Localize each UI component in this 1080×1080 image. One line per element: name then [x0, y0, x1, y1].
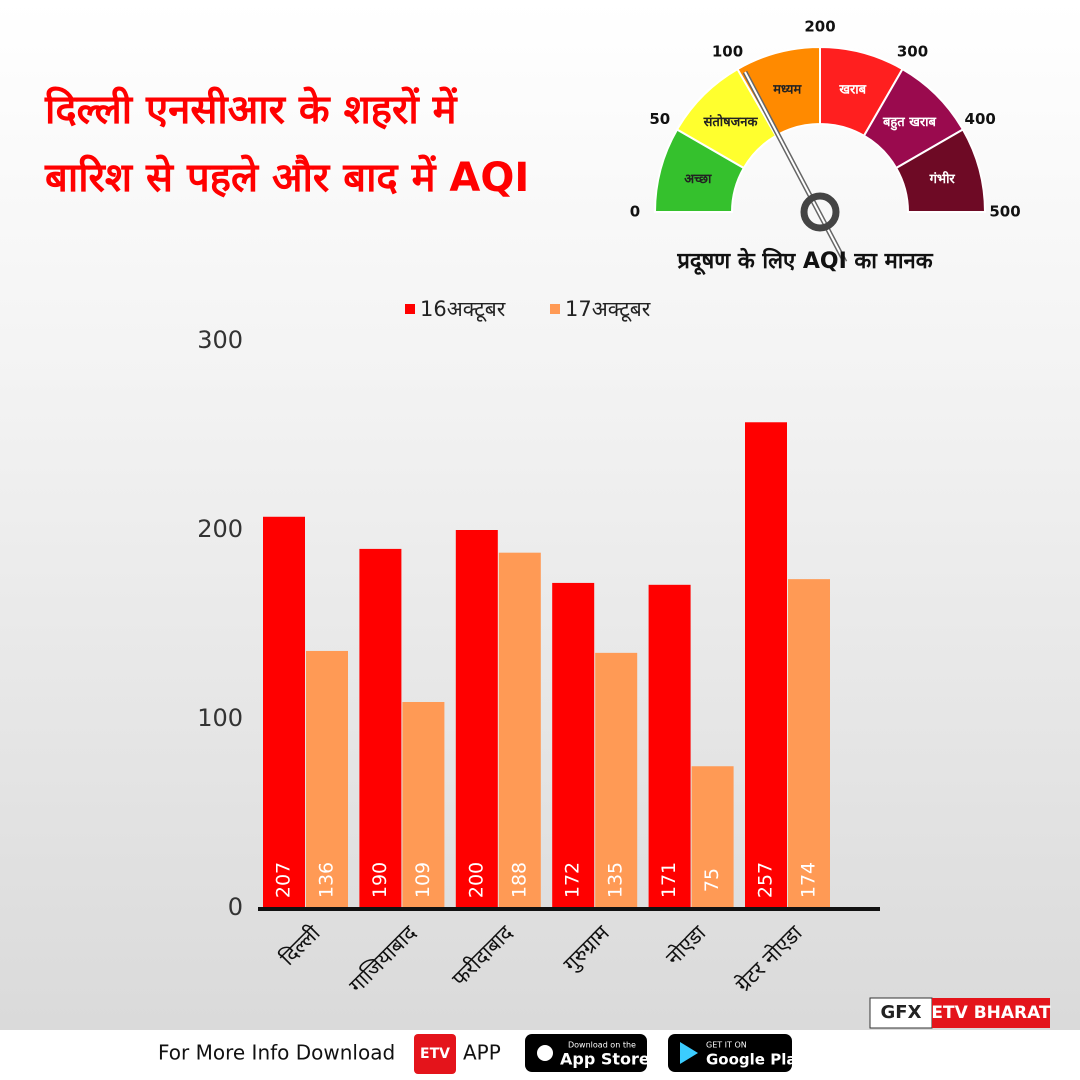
footer-text: For More Info Download	[158, 1041, 395, 1065]
value-label: 207	[273, 862, 295, 898]
legend-label: 16अक्टूबर	[420, 297, 506, 322]
store-text: Download on the	[568, 1041, 636, 1050]
bar	[552, 582, 595, 908]
legend-swatch	[550, 304, 560, 314]
gauge-segment-label: मध्यम	[772, 82, 802, 97]
value-label: 135	[605, 862, 627, 898]
y-tick-label: 100	[197, 704, 243, 732]
gauge-tick-label: 200	[804, 18, 835, 36]
store-text: GET IT ON	[706, 1041, 747, 1050]
value-label: 257	[755, 862, 777, 898]
store-text: App Store	[560, 1050, 650, 1069]
y-tick-label: 300	[197, 326, 243, 354]
value-label: 188	[508, 862, 530, 898]
value-label: 171	[658, 862, 680, 898]
bar	[498, 552, 541, 908]
gauge-knob	[800, 192, 840, 232]
bar	[455, 530, 498, 908]
gauge-caption: प्रदूषण के लिए AQI का मानक	[676, 247, 933, 276]
value-label: 172	[562, 862, 584, 898]
play-icon	[680, 1042, 698, 1064]
gauge-tick-label: 100	[712, 42, 743, 60]
footer-text: APP	[463, 1041, 501, 1065]
bar	[788, 579, 830, 908]
gauge-tick-label: 500	[989, 203, 1020, 221]
store-text: Google Play	[706, 1051, 806, 1069]
bar	[745, 422, 787, 908]
app-store-button[interactable]	[525, 1034, 647, 1072]
apple-icon	[537, 1045, 553, 1061]
y-tick-label: 0	[228, 893, 243, 921]
gauge-segment-label: गंभीर	[929, 171, 956, 187]
title-line: बारिश से पहले और बाद में AQI	[44, 154, 529, 201]
gauge-tick-label: 300	[897, 42, 928, 60]
gauge: अच्छा संतोषजनक मध्यम खराब बहुत खराब गंभीर 0 50 1…	[630, 18, 1021, 264]
google-play-button[interactable]	[668, 1034, 792, 1072]
bar	[263, 516, 305, 908]
value-label: 75	[701, 868, 723, 892]
value-label: 174	[798, 862, 820, 898]
gauge-segment-label: बहुत खराब	[882, 115, 937, 131]
gauge-segment-label: संतोषजनक	[703, 114, 759, 130]
bar	[306, 650, 348, 908]
gauge-segment-label: अच्छा	[684, 172, 712, 187]
etv-logo[interactable]	[414, 1034, 456, 1074]
y-tick-label: 200	[197, 515, 243, 543]
badge-box	[932, 998, 1050, 1028]
title-line: दिल्ली एनसीआर के शहरों में	[44, 86, 459, 133]
gauge-tick-label: 0	[630, 203, 640, 221]
badge-text: GFX	[881, 1002, 922, 1023]
value-label: 200	[465, 862, 487, 898]
bar	[648, 584, 691, 908]
legend-swatch	[405, 304, 415, 314]
value-label: 190	[369, 862, 391, 898]
badge-box	[869, 997, 933, 1029]
gauge-segment-label: खराब	[838, 82, 866, 97]
gauge-tick-label: 400	[965, 110, 996, 128]
bar	[595, 652, 638, 908]
logo-text: ETV	[420, 1046, 450, 1062]
gauge-tick-label: 50	[649, 110, 670, 128]
bar	[691, 766, 734, 908]
badge-text: ETV BHARAT	[931, 1003, 1051, 1023]
gauge-needle	[744, 71, 846, 263]
value-label: 109	[412, 862, 434, 898]
bar	[359, 548, 402, 908]
legend-label: 17अक्टूबर	[565, 297, 651, 322]
bar	[402, 701, 445, 908]
gauge-segment	[894, 128, 987, 213]
value-label: 136	[316, 862, 338, 898]
